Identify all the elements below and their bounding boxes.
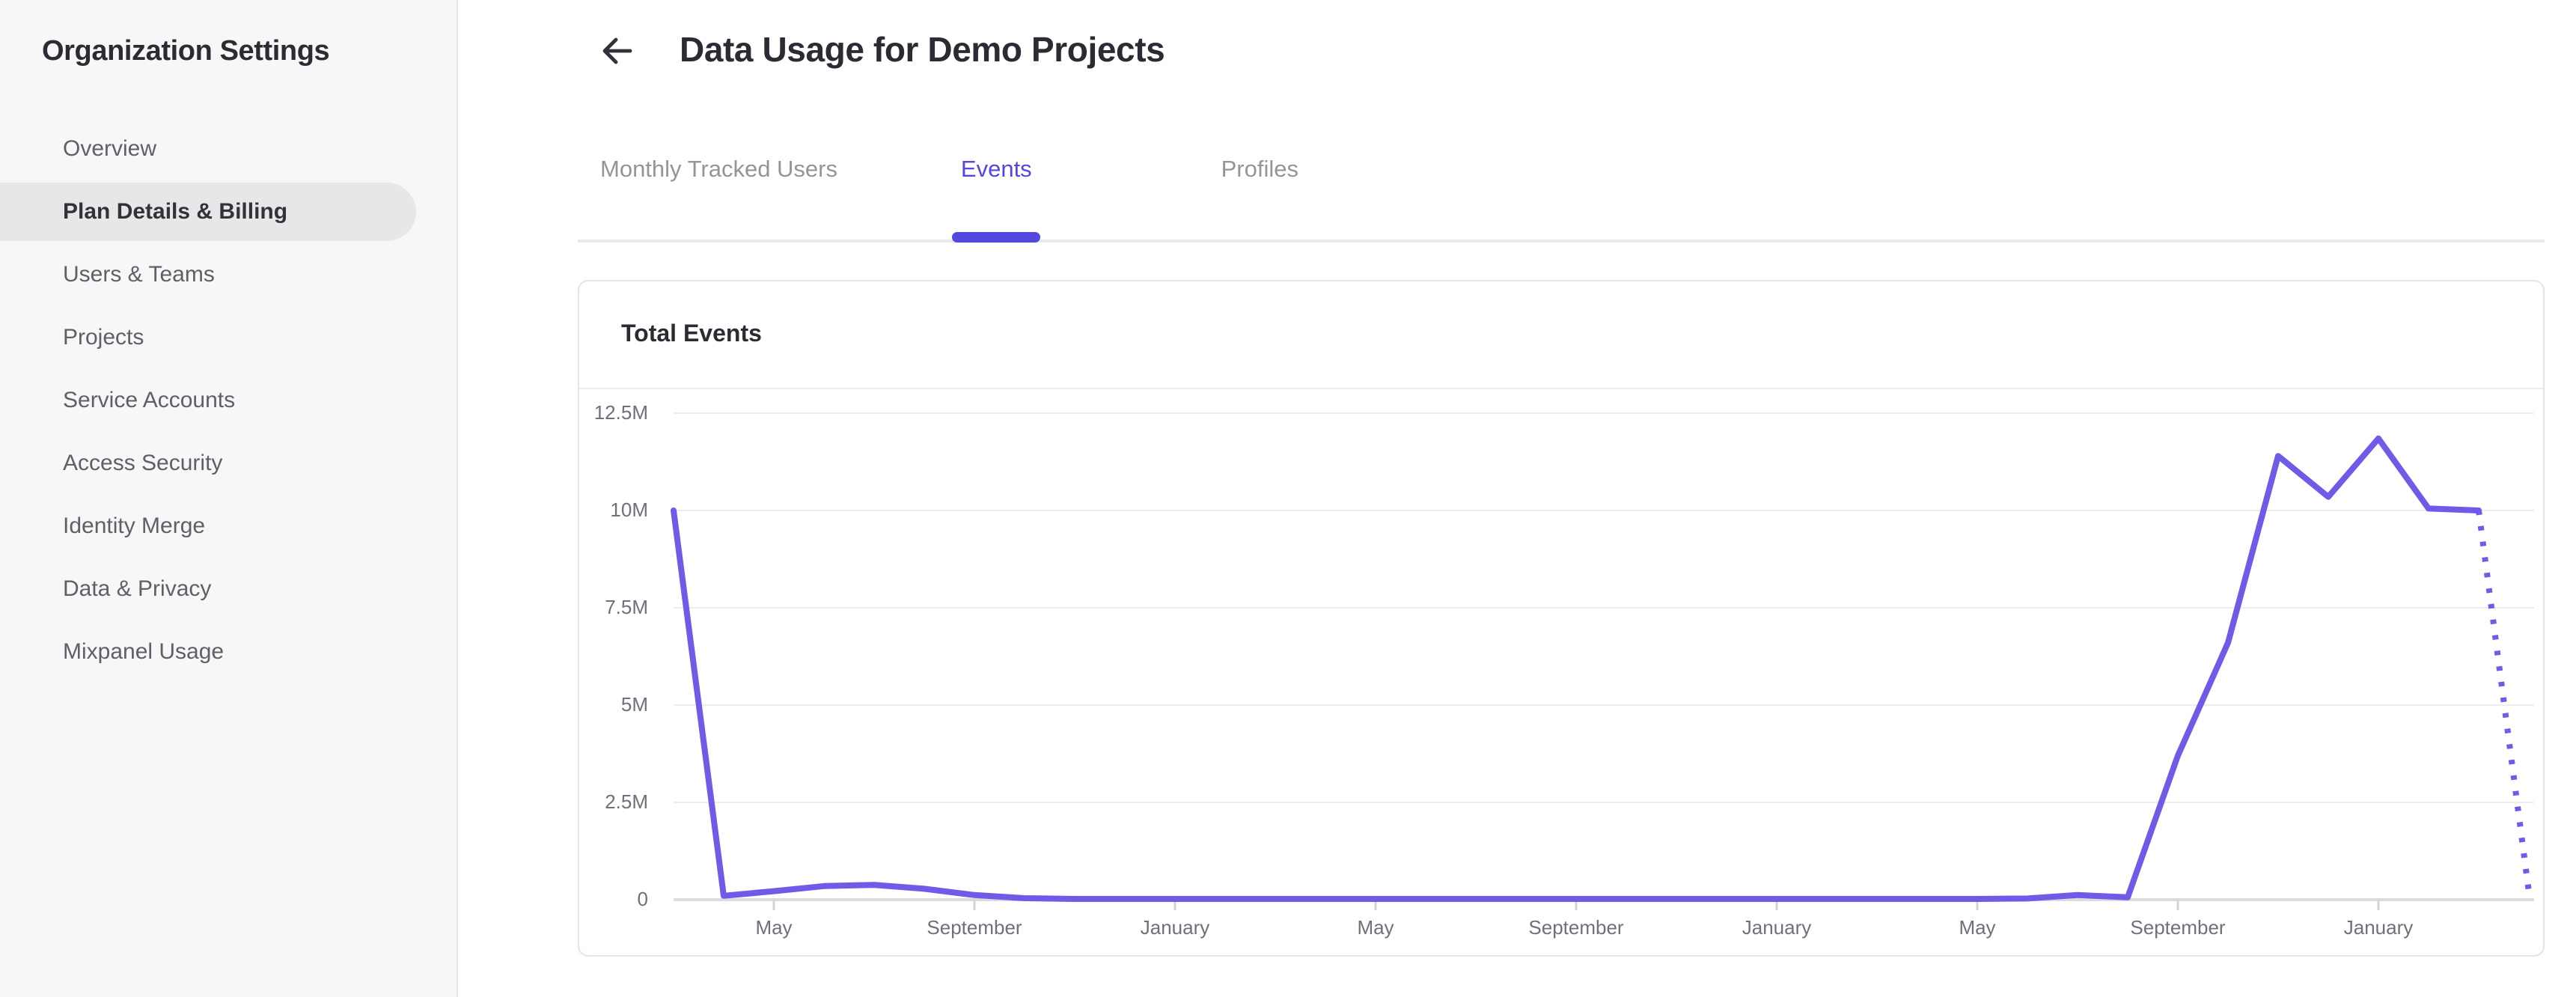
sidebar-item-projects[interactable]: Projects xyxy=(63,325,144,350)
y-axis-label: 2.5M xyxy=(605,790,648,813)
sidebar: Organization Settings Overview Plan Deta… xyxy=(0,0,458,997)
sidebar-item-data-privacy[interactable]: Data & Privacy xyxy=(63,576,212,602)
sidebar-item-access-security[interactable]: Access Security xyxy=(63,451,223,476)
page-header: Data Usage for Demo Projects xyxy=(599,30,1165,70)
y-axis-label: 0 xyxy=(637,888,648,910)
sidebar-title: Organization Settings xyxy=(42,36,330,67)
sidebar-item-identity-merge[interactable]: Identity Merge xyxy=(63,513,206,539)
main-content: Data Usage for Demo Projects Monthly Tra… xyxy=(458,0,2576,997)
sidebar-item-service-accounts[interactable]: Service Accounts xyxy=(63,388,236,413)
y-axis-label: 5M xyxy=(620,693,648,716)
x-axis-label: May xyxy=(1959,916,1996,939)
x-axis-label: January xyxy=(2343,916,2414,939)
tab-profiles[interactable]: Profiles xyxy=(1221,157,1298,240)
page-title: Data Usage for Demo Projects xyxy=(680,30,1165,69)
y-axis-label: 12.5M xyxy=(593,401,648,424)
tab-label: Events xyxy=(960,157,1032,183)
x-axis-label: May xyxy=(755,916,793,939)
sidebar-item-plan-details-billing[interactable]: Plan Details & Billing xyxy=(0,183,416,241)
card-title: Total Events xyxy=(621,321,762,347)
x-axis-label: September xyxy=(1528,916,1624,939)
x-axis-label: January xyxy=(1742,916,1812,939)
card-header: Total Events xyxy=(579,281,2543,389)
y-axis-label: 7.5M xyxy=(605,596,648,618)
x-axis-label: May xyxy=(1357,916,1394,939)
tab-events[interactable]: Events xyxy=(951,157,1042,243)
x-axis-label: September xyxy=(2130,916,2226,939)
total-events-card: Total Events 12.5M 10M 7.5M 5M 2.5M 0 May Septe… xyxy=(578,280,2545,957)
x-axis-label: September xyxy=(927,916,1022,939)
x-axis-label: January xyxy=(1140,916,1210,939)
tab-bar: Monthly Tracked Users Events Profiles xyxy=(578,142,2545,243)
chart-canvas xyxy=(671,412,2534,910)
y-axis-label: 10M xyxy=(610,498,648,521)
arrow-left-icon xyxy=(602,37,632,64)
sidebar-item-mixpanel-usage[interactable]: Mixpanel Usage xyxy=(63,639,225,665)
sidebar-nav: Overview Plan Details & Billing Users & … xyxy=(0,120,457,681)
series-line-projected xyxy=(2476,510,2532,893)
tab-label: Profiles xyxy=(1221,157,1298,183)
tab-label: Monthly Tracked Users xyxy=(600,157,837,183)
sidebar-item-users-teams[interactable]: Users & Teams xyxy=(63,262,215,287)
events-line-chart: 12.5M 10M 7.5M 5M 2.5M 0 May September January Ma… xyxy=(579,389,2543,955)
back-button[interactable] xyxy=(599,31,635,70)
series-line-solid xyxy=(671,435,2482,902)
sidebar-item-overview[interactable]: Overview xyxy=(63,136,157,162)
tab-monthly-tracked-users[interactable]: Monthly Tracked Users xyxy=(600,157,837,240)
